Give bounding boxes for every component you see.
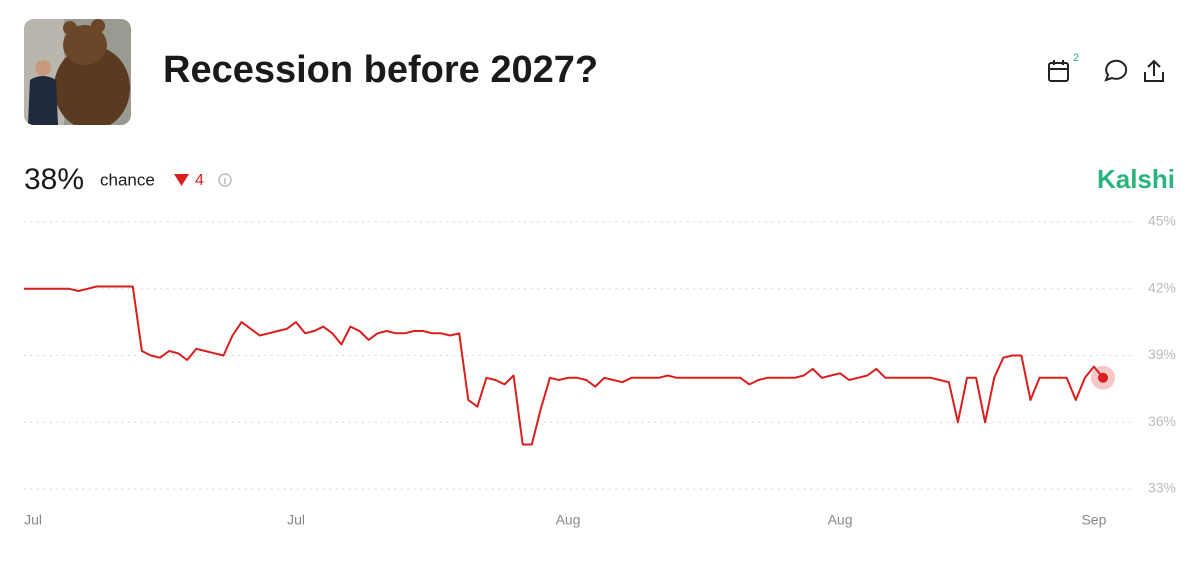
change-arrow	[174, 174, 189, 186]
chance-value: 38%	[24, 163, 84, 196]
calendar-badge: 2	[1073, 52, 1079, 64]
x-tick-label: Jul	[24, 512, 42, 528]
x-tick-label: Aug	[828, 512, 853, 528]
y-tick-label: 33%	[1148, 480, 1176, 496]
x-tick-label: Sep	[1081, 512, 1106, 528]
brand: Kalshi	[1097, 164, 1175, 194]
last-point	[1098, 372, 1108, 383]
x-tick-label: Aug	[556, 512, 581, 528]
chance-label: chance	[100, 170, 155, 189]
y-tick-label: 36%	[1148, 413, 1176, 429]
market-title: Recession before 2027?	[163, 49, 598, 91]
calendar-button[interactable]	[1048, 60, 1069, 82]
y-tick-label: 42%	[1148, 279, 1176, 295]
y-tick-label: 45%	[1148, 213, 1176, 229]
share-button[interactable]	[1144, 59, 1164, 82]
market-image	[24, 19, 131, 125]
price-line	[24, 285, 1104, 446]
x-tick-label: Jul	[287, 512, 305, 528]
y-tick-label: 39%	[1148, 346, 1176, 362]
comment-button[interactable]	[1104, 59, 1128, 82]
change-value: 4	[195, 172, 204, 189]
info-icon[interactable]	[218, 173, 232, 187]
